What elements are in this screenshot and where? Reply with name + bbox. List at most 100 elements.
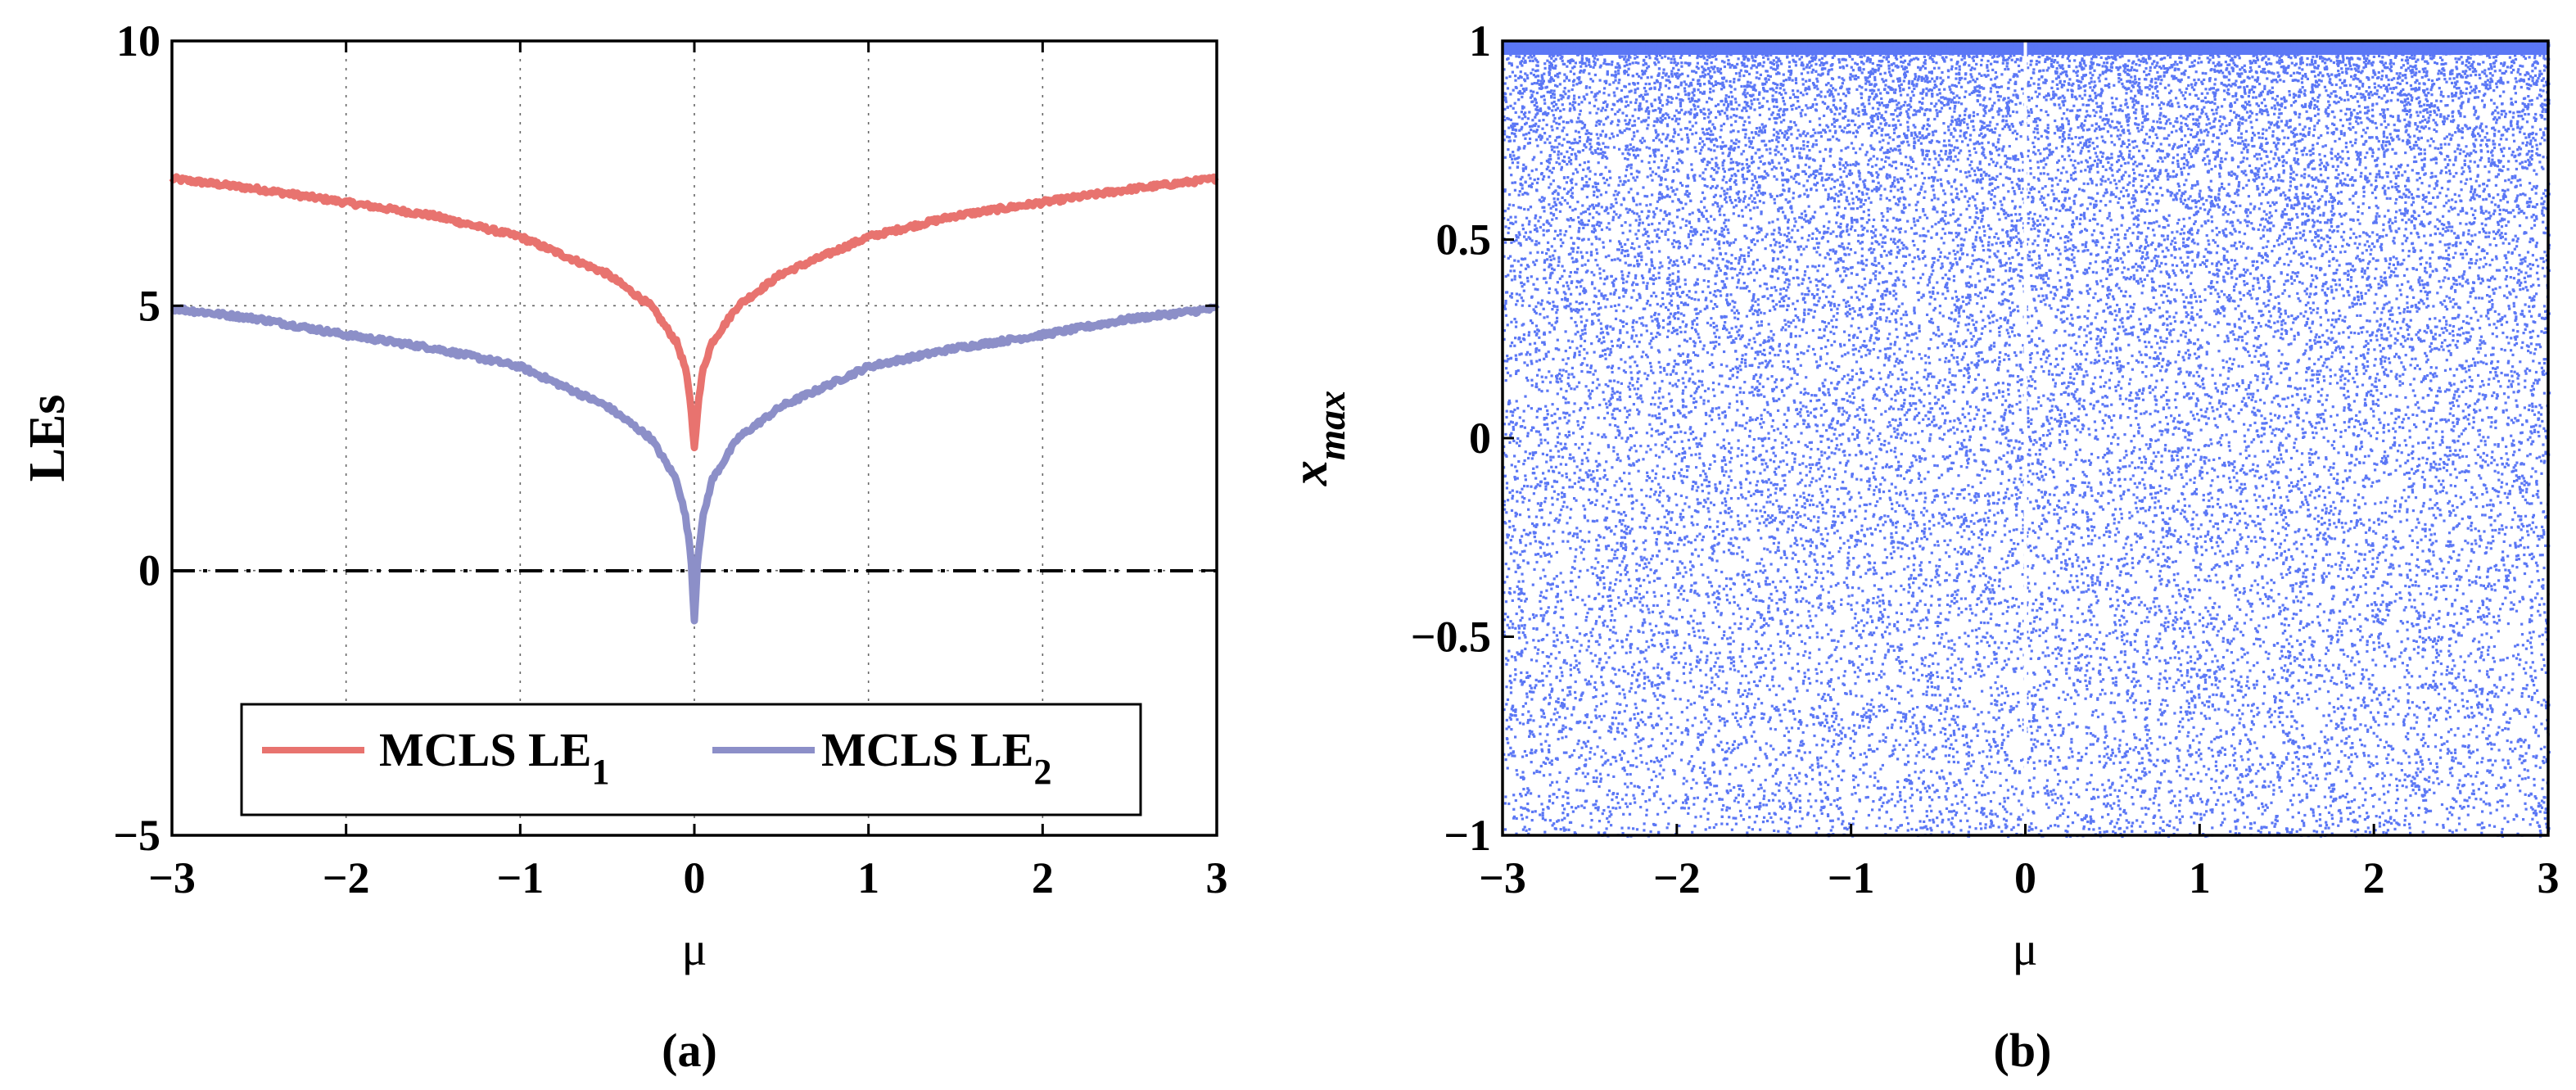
scatter-point	[1796, 798, 1799, 801]
scatter-point	[2059, 710, 2062, 713]
panel-a-ticks	[170, 39, 1218, 837]
scatter-point	[1994, 521, 1997, 524]
scatter-point	[2226, 260, 2230, 264]
scatter-point	[1898, 144, 1901, 147]
scatter-point	[1715, 672, 1718, 676]
scatter-point	[1732, 241, 1736, 244]
scatter-point	[1579, 530, 1582, 533]
scatter-point	[1509, 269, 1512, 273]
scatter-point	[1792, 93, 1795, 96]
scatter-point	[2018, 799, 2021, 803]
scatter-point	[1856, 261, 1860, 265]
scatter-point	[1590, 270, 1593, 274]
scatter-point	[2227, 445, 2230, 448]
scatter-point	[1674, 492, 1678, 495]
scatter-point	[1758, 585, 1761, 588]
scatter-point	[1561, 42, 1564, 45]
scatter-point	[2143, 455, 2146, 459]
scatter-point	[2506, 261, 2509, 265]
scatter-point	[2061, 123, 2064, 126]
scatter-point	[1977, 142, 1981, 146]
scatter-point	[2062, 730, 2065, 733]
scatter-point	[1662, 170, 1665, 173]
scatter-point	[2400, 89, 2403, 93]
scatter-point	[2149, 69, 2152, 72]
scatter-point	[2097, 492, 2100, 495]
scatter-point	[2191, 596, 2194, 599]
scatter-point	[1838, 433, 1842, 437]
scatter-point	[2088, 433, 2091, 436]
scatter-point	[2121, 375, 2124, 378]
scatter-point	[1565, 181, 1568, 184]
scatter-point	[1794, 124, 1797, 127]
scatter-point	[1890, 397, 1893, 400]
scatter-point	[2361, 635, 2364, 639]
scatter-point	[2462, 319, 2465, 323]
scatter-point	[1968, 301, 1971, 305]
scatter-point	[2508, 490, 2511, 493]
scatter-point	[1587, 389, 1590, 392]
scatter-point	[1525, 133, 1528, 136]
scatter-point	[1535, 45, 1539, 48]
scatter-point	[1839, 342, 1842, 346]
scatter-point	[1989, 90, 1992, 93]
scatter-point	[1581, 62, 1584, 66]
scatter-point	[2321, 517, 2324, 520]
scatter-point	[1747, 246, 1751, 249]
scatter-point	[1792, 192, 1796, 195]
scatter-point	[2336, 473, 2339, 476]
scatter-point	[2395, 377, 2398, 381]
scatter-point	[2165, 534, 2168, 537]
scatter-point	[2327, 669, 2330, 672]
scatter-point	[1507, 753, 1511, 757]
scatter-point	[2137, 91, 2140, 94]
scatter-point	[1743, 664, 1747, 668]
scatter-point	[1789, 383, 1792, 387]
scatter-point	[2185, 54, 2188, 57]
scatter-point	[2140, 757, 2144, 760]
scatter-point	[1590, 566, 1593, 569]
scatter-point	[2270, 801, 2273, 804]
scatter-point	[1811, 59, 1814, 62]
scatter-point	[1765, 45, 1768, 48]
scatter-point	[1692, 619, 1695, 622]
scatter-point	[2052, 96, 2055, 100]
scatter-point	[2419, 263, 2422, 266]
scatter-point	[2498, 269, 2501, 272]
scatter-point	[1692, 480, 1695, 483]
scatter-point	[1748, 121, 1751, 124]
scatter-point	[2355, 458, 2358, 461]
scatter-point	[2316, 64, 2320, 67]
scatter-point	[2321, 557, 2325, 560]
scatter-point	[1618, 98, 1621, 102]
scatter-point	[2487, 653, 2490, 656]
scatter-point	[2173, 142, 2176, 146]
scatter-point	[2406, 518, 2409, 522]
scatter-point	[2305, 251, 2309, 254]
scatter-point	[2429, 372, 2432, 375]
scatter-point	[2523, 276, 2526, 279]
scatter-point	[1593, 287, 1597, 290]
scatter-point	[1964, 812, 1968, 815]
scatter-point	[2421, 168, 2425, 171]
scatter-point	[2239, 274, 2242, 277]
scatter-point	[1569, 107, 1572, 111]
scatter-point	[1598, 820, 1602, 823]
scatter-point	[2325, 398, 2328, 401]
panel-a-legend-box	[240, 703, 1142, 816]
scatter-point	[1631, 210, 1634, 213]
scatter-point	[1972, 666, 1975, 669]
scatter-point	[1714, 345, 1717, 348]
scatter-point	[1801, 405, 1805, 408]
scatter-point	[2045, 433, 2049, 437]
scatter-point	[2219, 735, 2222, 738]
scatter-point	[2115, 608, 2118, 611]
scatter-point	[2108, 242, 2112, 245]
scatter-point	[1721, 141, 1724, 144]
scatter-point	[1877, 780, 1880, 783]
scatter-point	[1931, 321, 1935, 324]
scatter-point	[1881, 613, 1884, 617]
scatter-point	[1616, 425, 1620, 428]
scatter-point	[1632, 328, 1635, 332]
